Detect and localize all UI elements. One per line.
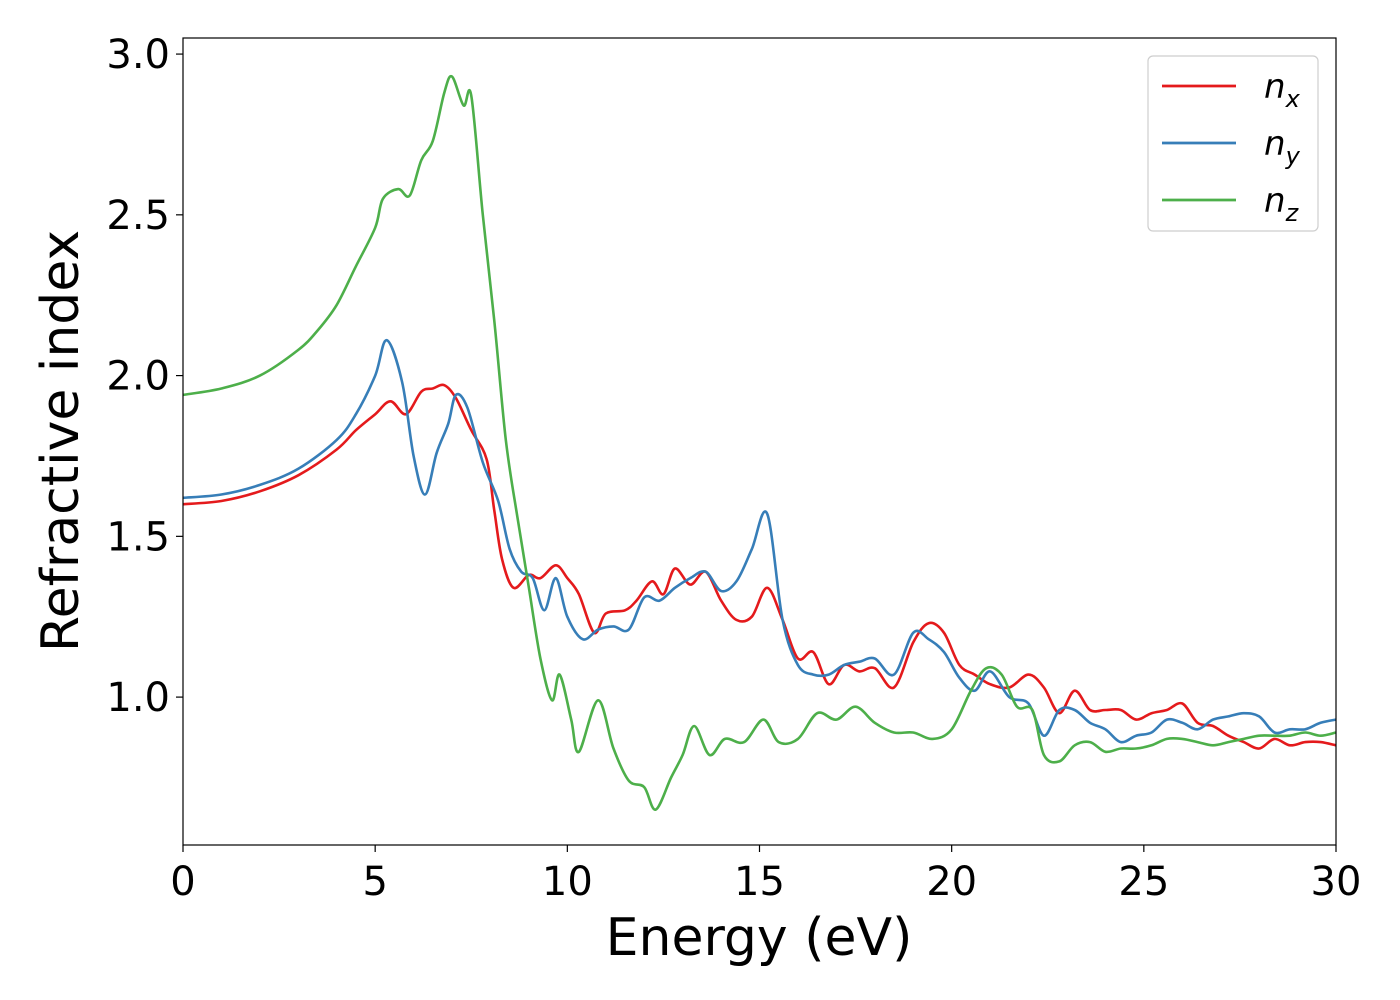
legend-label-z: nz (1264, 181, 1300, 227)
series-layer (182, 74, 1337, 811)
x-tick-label: 15 (734, 859, 785, 905)
x-tick-label: 5 (362, 859, 387, 905)
x-tick-label: 25 (1118, 859, 1169, 905)
legend-label-y: ny (1264, 124, 1301, 170)
x-axis-title: Energy (eV) (606, 908, 913, 968)
y-tick-label: 3.0 (106, 32, 170, 78)
y-tick-label: 1.0 (106, 675, 170, 721)
series-line-y (182, 338, 1337, 744)
y-tick-label: 1.5 (106, 514, 170, 560)
x-tick-label: 0 (170, 859, 195, 905)
plot-background (183, 38, 1336, 845)
legend: nx ny nz (1147, 55, 1319, 232)
x-axis: 0 5 10 15 20 25 30 (170, 845, 1361, 905)
x-tick-label: 10 (542, 859, 593, 905)
y-axis: 1.0 1.5 2.0 2.5 3.0 (106, 32, 183, 721)
legend-label-x: nx (1264, 67, 1301, 113)
x-tick-label: 20 (926, 859, 977, 905)
y-tick-label: 2.5 (106, 193, 170, 239)
y-tick-label: 2.0 (106, 354, 170, 400)
series-line-z (182, 74, 1337, 811)
y-axis-title: Refractive index (31, 230, 91, 652)
x-tick-label: 30 (1311, 859, 1362, 905)
